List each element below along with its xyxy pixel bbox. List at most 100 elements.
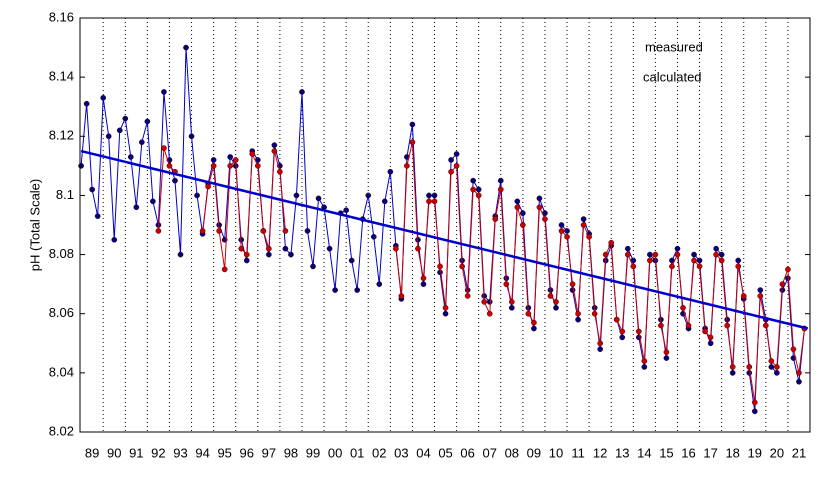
data-point: [514, 198, 521, 205]
data-point: [757, 293, 764, 299]
data-point: [144, 118, 151, 125]
x-tick-label: 20: [770, 445, 784, 460]
data-point: [177, 251, 184, 258]
data-point: [161, 145, 167, 151]
data-point: [199, 228, 206, 234]
x-tick-label: 99: [306, 445, 320, 460]
data-point: [166, 163, 173, 169]
data-point: [238, 245, 245, 252]
data-point: [464, 293, 471, 299]
data-point: [210, 157, 217, 163]
data-point: [227, 154, 234, 160]
data-point: [729, 364, 736, 370]
data-point: [796, 370, 802, 376]
x-tick-label: 16: [681, 445, 695, 460]
data-point: [674, 245, 681, 252]
data-point: [663, 355, 670, 361]
data-point: [243, 257, 250, 264]
x-tick-label: 91: [129, 445, 143, 460]
data-point: [387, 168, 394, 175]
data-point: [713, 245, 719, 252]
data-point: [619, 328, 626, 335]
data-point: [514, 204, 521, 211]
data-point: [78, 163, 84, 169]
x-tick-label: 04: [416, 445, 430, 460]
x-tick-label: 01: [350, 445, 364, 460]
data-point: [768, 358, 775, 364]
data-point: [475, 192, 482, 199]
data-point: [696, 263, 703, 270]
data-point: [674, 251, 681, 258]
x-tick-label: 19: [748, 445, 762, 460]
data-point: [751, 408, 758, 415]
y-tick-label: 8.02: [49, 423, 74, 438]
data-point: [575, 310, 581, 317]
legend-entry: calculated: [643, 69, 702, 84]
data-point: [724, 322, 731, 329]
data-point: [492, 216, 499, 222]
data-point: [558, 228, 565, 234]
data-point: [508, 304, 515, 311]
data-point: [365, 192, 372, 199]
data-point: [448, 157, 454, 163]
data-point: [757, 287, 764, 293]
data-point: [105, 133, 112, 140]
data-point: [746, 370, 753, 376]
data-point: [569, 281, 576, 287]
series: [155, 139, 808, 406]
data-point: [663, 349, 670, 356]
data-point: [172, 177, 178, 184]
x-tick-label: 14: [637, 445, 651, 460]
data-point: [768, 364, 775, 370]
data-point: [718, 251, 725, 258]
data-point: [155, 228, 162, 234]
data-point: [520, 210, 526, 217]
data-point: [470, 177, 477, 184]
data-point: [658, 322, 664, 329]
data-point: [299, 89, 305, 95]
y-tick-label: 8.1: [56, 187, 74, 202]
data-point: [470, 186, 477, 193]
trend-line: [80, 149, 809, 330]
data-point: [183, 44, 189, 51]
data-point: [404, 163, 410, 169]
data-point: [547, 293, 554, 299]
data-point: [680, 304, 686, 311]
data-point: [580, 222, 587, 228]
data-point: [542, 216, 548, 222]
data-point: [735, 263, 742, 270]
data-point: [735, 257, 742, 264]
data-point: [691, 251, 697, 258]
data-point: [227, 163, 234, 169]
data-point: [707, 340, 714, 347]
data-point: [442, 304, 449, 311]
x-tick-label: 94: [195, 445, 209, 460]
x-tick-label: 18: [725, 445, 739, 460]
data-point: [100, 94, 107, 101]
data-point: [630, 263, 637, 270]
x-tick-label: 10: [549, 445, 563, 460]
x-tick-label: 89: [85, 445, 99, 460]
data-point: [304, 228, 311, 234]
data-point: [652, 251, 659, 258]
data-point: [111, 236, 118, 243]
data-point: [647, 251, 653, 258]
data-point: [354, 287, 361, 293]
data-point: [774, 364, 780, 370]
data-point: [188, 133, 195, 140]
data-point: [127, 154, 134, 160]
data-point: [586, 233, 592, 240]
data-point: [641, 358, 648, 364]
data-point: [691, 257, 697, 264]
data-point: [448, 168, 454, 175]
data-point: [232, 157, 239, 163]
data-point: [348, 257, 355, 264]
data-point: [624, 245, 631, 252]
data-point: [453, 163, 460, 169]
data-point: [685, 322, 692, 329]
y-tick-label: 8.12: [49, 128, 74, 143]
data-point: [635, 328, 642, 335]
data-point: [696, 257, 703, 264]
data-point: [762, 322, 769, 329]
data-point: [409, 139, 416, 146]
